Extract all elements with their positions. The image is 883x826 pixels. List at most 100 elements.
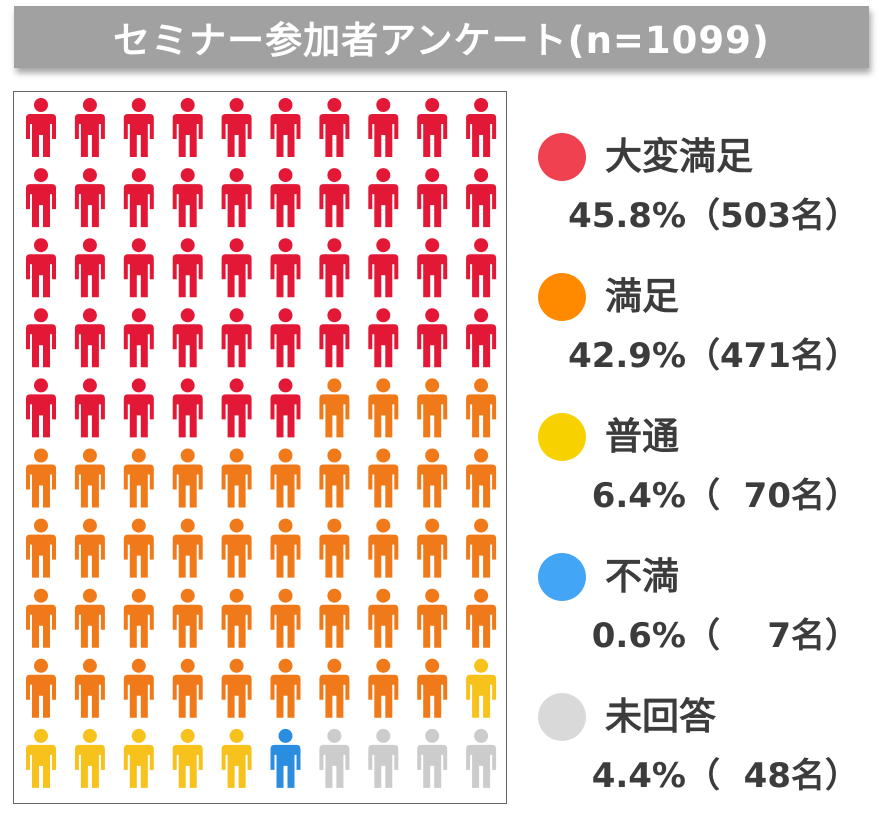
person-icon bbox=[270, 728, 301, 788]
person-icon bbox=[221, 448, 252, 508]
legend-item-very-satisfied: 大変満足 45.8%（503名） bbox=[535, 126, 875, 266]
legend-item-dissatisfied: 不満 0.6%（ 7名） bbox=[535, 546, 875, 686]
person-icon bbox=[123, 238, 154, 298]
legend-label: 満足 bbox=[605, 275, 679, 318]
person-icon bbox=[319, 98, 350, 157]
legend-label: 不満 bbox=[605, 555, 679, 598]
person-icon bbox=[26, 728, 56, 788]
person-icon bbox=[466, 518, 497, 578]
person-icon bbox=[123, 168, 154, 228]
legend-label: 未回答 bbox=[605, 695, 716, 738]
person-icon bbox=[270, 588, 301, 648]
person-icon bbox=[26, 588, 56, 648]
legend-swatch bbox=[538, 413, 586, 461]
person-icon bbox=[172, 518, 203, 578]
person-icon bbox=[466, 378, 497, 438]
person-icon bbox=[368, 238, 399, 298]
person-icon bbox=[270, 168, 301, 228]
person-icon bbox=[172, 658, 203, 718]
person-icon bbox=[368, 518, 399, 578]
person-icon bbox=[74, 518, 105, 578]
person-icon bbox=[319, 518, 350, 578]
person-icon bbox=[417, 168, 448, 228]
person-icon bbox=[417, 448, 448, 508]
person-icon bbox=[319, 168, 350, 228]
person-icon bbox=[270, 658, 301, 718]
person-icon bbox=[26, 658, 56, 718]
person-icon bbox=[26, 168, 56, 228]
person-icon bbox=[74, 238, 105, 298]
person-icon bbox=[270, 238, 301, 298]
person-icon bbox=[466, 588, 497, 648]
person-icon bbox=[172, 588, 203, 648]
person-icon bbox=[172, 168, 203, 228]
person-icon bbox=[74, 588, 105, 648]
person-icon bbox=[319, 238, 350, 298]
legend-item-no-answer: 未回答 4.4%（ 48名） bbox=[535, 686, 875, 826]
person-icon bbox=[74, 308, 105, 368]
person-icon bbox=[417, 98, 448, 157]
person-icon bbox=[368, 658, 399, 718]
person-icon bbox=[26, 378, 56, 438]
person-icon bbox=[417, 238, 448, 298]
pictograph-chart bbox=[26, 98, 497, 788]
person-icon bbox=[466, 308, 497, 368]
person-icon bbox=[221, 728, 252, 788]
chart-title: セミナー参加者アンケート(n=1099) bbox=[113, 19, 770, 62]
person-icon bbox=[319, 588, 350, 648]
person-icon bbox=[26, 98, 56, 157]
person-icon bbox=[221, 518, 252, 578]
person-icon bbox=[368, 448, 399, 508]
person-icon bbox=[466, 168, 497, 228]
legend-value: 45.8%（503名） bbox=[568, 196, 859, 236]
person-icon bbox=[466, 658, 497, 718]
person-icon bbox=[123, 448, 154, 508]
person-icon bbox=[368, 588, 399, 648]
person-icon bbox=[417, 308, 448, 368]
person-icon bbox=[172, 238, 203, 298]
person-icon bbox=[270, 308, 301, 368]
person-icon bbox=[123, 728, 154, 788]
person-icon bbox=[221, 588, 252, 648]
person-icon bbox=[417, 378, 448, 438]
person-icon bbox=[319, 308, 350, 368]
person-icon bbox=[319, 448, 350, 508]
person-icon bbox=[74, 448, 105, 508]
person-icon bbox=[221, 658, 252, 718]
legend-value: 0.6%（ 7名） bbox=[591, 616, 859, 656]
legend-swatch bbox=[538, 133, 586, 181]
legend-swatch bbox=[538, 553, 586, 601]
legend-item-neutral: 普通 6.4%（ 70名） bbox=[535, 406, 875, 546]
person-icon bbox=[172, 728, 203, 788]
person-icon bbox=[26, 238, 56, 298]
person-icon bbox=[368, 98, 399, 157]
person-icon bbox=[221, 98, 252, 157]
person-icon bbox=[368, 168, 399, 228]
person-icon bbox=[368, 308, 399, 368]
person-icon bbox=[319, 658, 350, 718]
person-icon bbox=[123, 378, 154, 438]
person-icon bbox=[319, 728, 350, 788]
title-banner: セミナー参加者アンケート(n=1099) bbox=[14, 6, 869, 68]
person-icon bbox=[74, 728, 105, 788]
person-icon bbox=[417, 518, 448, 578]
legend-label: 普通 bbox=[605, 415, 679, 458]
person-icon bbox=[466, 448, 497, 508]
person-icon bbox=[221, 238, 252, 298]
person-icon bbox=[417, 588, 448, 648]
person-icon bbox=[172, 378, 203, 438]
person-icon bbox=[172, 308, 203, 368]
person-icon bbox=[368, 728, 399, 788]
person-icon bbox=[74, 658, 105, 718]
person-icon bbox=[466, 728, 497, 788]
person-icon bbox=[466, 98, 497, 157]
person-icon bbox=[123, 308, 154, 368]
person-icon bbox=[270, 518, 301, 578]
person-icon bbox=[123, 518, 154, 578]
legend-value: 42.9%（471名） bbox=[568, 336, 859, 376]
person-icon bbox=[221, 168, 252, 228]
person-icon bbox=[172, 448, 203, 508]
person-icon bbox=[123, 588, 154, 648]
person-icon bbox=[417, 728, 448, 788]
legend-label: 大変満足 bbox=[605, 135, 753, 178]
